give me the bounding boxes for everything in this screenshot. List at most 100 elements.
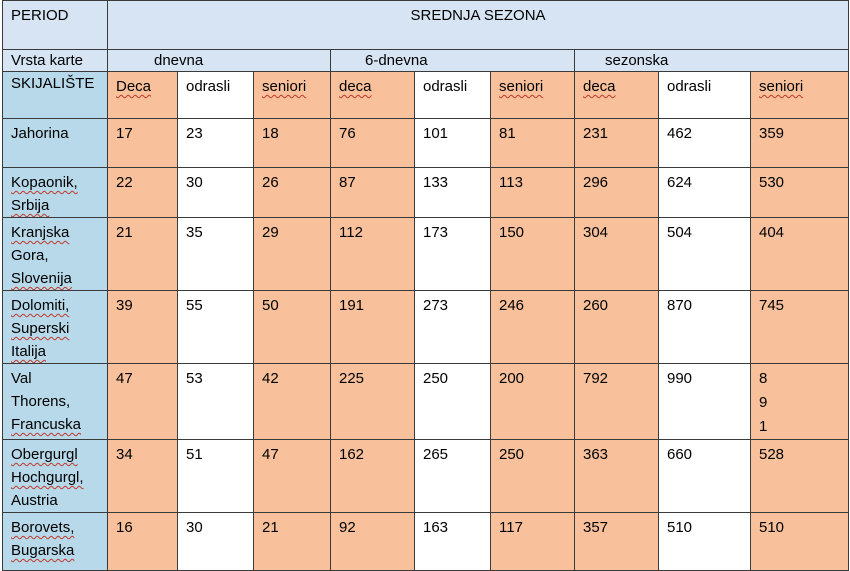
price-value: 504	[667, 224, 693, 241]
price-value: 304	[583, 224, 609, 241]
ticket-type-label-season: sezonska	[605, 52, 669, 69]
price-cell: 504	[658, 217, 751, 291]
price-cell: 35	[177, 217, 254, 291]
ticket-type-6day: 6-dnevna	[330, 49, 575, 72]
price-cell: 26	[253, 167, 331, 218]
category-label: Deca	[116, 78, 152, 95]
resort-name-line: Jahorina	[11, 125, 69, 142]
price-value: 26	[262, 174, 279, 191]
ski-resort-header: SKIJALIŠTE	[2, 71, 108, 119]
price-value: 359	[759, 125, 785, 142]
wrapped-digit: 8	[759, 370, 768, 387]
price-cell: 363	[574, 439, 659, 513]
price-value: 163	[423, 519, 449, 536]
price-value: 23	[186, 125, 203, 142]
price-value: 47	[116, 370, 133, 387]
price-value: 510	[667, 519, 693, 536]
category-header: odrasli	[658, 71, 751, 119]
period-label: PERIOD	[11, 7, 69, 24]
price-value: 21	[116, 224, 133, 241]
price-value: 50	[262, 297, 279, 314]
resort-name-line: Obergurgl	[11, 446, 78, 463]
price-cell-wrapped: 8 9 1	[749, 363, 850, 440]
price-value: 117	[499, 519, 523, 536]
ticket-type-label-daily: dnevna	[154, 52, 204, 69]
price-value: 250	[423, 370, 449, 387]
resort-name-cell: Obergurgl Hochgurgl, Austria	[2, 439, 108, 513]
price-cell: 191	[330, 290, 415, 364]
resort-name-cell: Kranjska Gora, Slovenija	[2, 217, 108, 291]
category-label: odrasli	[186, 78, 231, 95]
price-value: 363	[583, 446, 609, 463]
price-value: 462	[667, 125, 693, 142]
price-cell: 18	[253, 118, 331, 168]
price-cell: 34	[107, 439, 178, 513]
header-row-period: PERIOD SREDNJA SEZONA	[2, 0, 850, 50]
price-value-wrapped: 8 9 1	[752, 365, 848, 439]
price-value: 81	[499, 125, 516, 142]
price-value: 225	[339, 370, 365, 387]
table-row: Borovets, Bugarska 16 30 21 92 163 117 3…	[2, 512, 850, 571]
price-cell: 231	[574, 118, 659, 168]
price-value: 191	[339, 297, 365, 314]
resort-name-line: Kranjska	[11, 224, 70, 241]
price-value: 162	[339, 446, 365, 463]
price-value: 260	[583, 297, 609, 314]
price-cell: 16	[107, 512, 178, 571]
resort-name-line: Hochgurgl,	[11, 469, 84, 486]
price-cell: 55	[177, 290, 254, 364]
price-cell: 265	[414, 439, 491, 513]
price-cell: 250	[414, 363, 491, 440]
header-row-ticket-type: Vrsta karte dnevna 6-dnevna sezonska	[2, 49, 850, 72]
resort-name-line: Kopaonik,	[11, 174, 78, 191]
resort-name-cell: Jahorina	[2, 118, 108, 168]
resort-name-cell: Borovets, Bugarska	[2, 512, 108, 571]
resort-name-line: Slovenija	[11, 270, 72, 287]
resort-name-line: Gora,	[11, 247, 49, 264]
price-cell: 150	[490, 217, 575, 291]
ticket-type-label: Vrsta karte	[11, 52, 83, 69]
table-row: Dolomiti, Superski Italija 39 55 50 191 …	[2, 290, 850, 364]
price-value: 113	[499, 174, 523, 191]
price-cell: 17	[107, 118, 178, 168]
price-value: 18	[262, 125, 279, 142]
price-cell: 76	[330, 118, 415, 168]
price-value: 42	[262, 370, 279, 387]
price-value: 173	[423, 224, 449, 241]
price-value: 17	[116, 125, 133, 142]
price-cell: 304	[574, 217, 659, 291]
price-value: 55	[186, 297, 203, 314]
price-cell: 101	[414, 118, 491, 168]
price-value: 35	[186, 224, 203, 241]
price-cell: 113	[490, 167, 575, 218]
price-value: 273	[423, 297, 449, 314]
category-label: odrasli	[667, 78, 712, 95]
price-value: 133	[423, 174, 449, 191]
price-value: 34	[116, 446, 133, 463]
resort-name-line: Francuska	[11, 416, 82, 433]
price-value: 150	[499, 224, 525, 241]
price-cell: 23	[177, 118, 254, 168]
price-value: 231	[583, 125, 609, 142]
category-header: odrasli	[177, 71, 254, 119]
price-value: 53	[186, 370, 203, 387]
price-cell: 200	[490, 363, 575, 440]
ticket-type-season: sezonska	[573, 49, 850, 72]
price-cell: 29	[253, 217, 331, 291]
price-cell: 404	[749, 217, 850, 291]
price-cell: 47	[107, 363, 178, 440]
price-cell: 21	[253, 512, 331, 571]
wrapped-digit: 1	[759, 418, 768, 435]
price-value: 200	[499, 370, 525, 387]
resort-name-line: Val	[11, 370, 32, 387]
price-cell: 50	[253, 290, 331, 364]
price-value: 528	[759, 446, 785, 463]
price-value: 30	[186, 519, 203, 536]
resort-name-line: Borovets,	[11, 519, 75, 536]
period-header: PERIOD	[2, 0, 108, 50]
price-cell: 53	[177, 363, 254, 440]
header-row-category: SKIJALIŠTE Deca odrasli seniori deca odr…	[2, 71, 850, 119]
price-cell: 87	[330, 167, 415, 218]
ski-resort-label: SKIJALIŠTE	[11, 75, 95, 92]
price-value: 624	[667, 174, 693, 191]
